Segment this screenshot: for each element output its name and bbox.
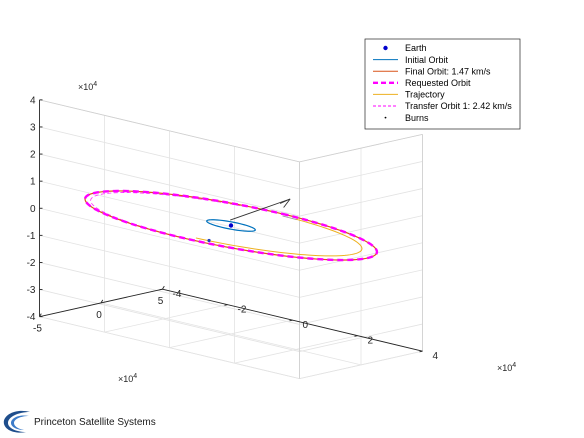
z-tick-label: 3 bbox=[30, 122, 36, 133]
y-tick bbox=[289, 319, 293, 322]
y-tick-label: -4 bbox=[173, 289, 182, 300]
x-tick bbox=[39, 313, 42, 317]
initial-orbit bbox=[206, 219, 256, 232]
legend-label: Earth bbox=[405, 43, 427, 53]
y-tick-label: 0 bbox=[303, 320, 309, 331]
legend-label: Trajectory bbox=[405, 90, 445, 100]
trajectory-tail bbox=[282, 215, 297, 221]
x-exponent-label: ×104 bbox=[118, 373, 137, 384]
z-tick-label: -4 bbox=[27, 312, 36, 323]
x-tick bbox=[162, 285, 165, 290]
legend-label: Requested Orbit bbox=[405, 78, 471, 88]
z-tick-label: 1 bbox=[30, 177, 36, 188]
grid-line bbox=[169, 319, 293, 349]
box-edge bbox=[299, 133, 423, 163]
x-tick-label: 0 bbox=[96, 310, 102, 321]
logo-text: Princeton Satellite Systems bbox=[34, 416, 156, 428]
earth-marker bbox=[228, 223, 234, 228]
y-tick bbox=[159, 288, 163, 291]
grid-line bbox=[234, 335, 358, 364]
trajectory bbox=[195, 218, 363, 257]
z-tick-label: 0 bbox=[30, 204, 36, 215]
burn-vector bbox=[230, 198, 291, 221]
z-tick-label: -2 bbox=[27, 258, 36, 269]
z-exponent-label: ×104 bbox=[78, 81, 97, 92]
x-tick-label: 5 bbox=[158, 296, 164, 307]
y-tick-label: -2 bbox=[238, 305, 247, 316]
z-tick-label: -1 bbox=[27, 231, 36, 242]
company-logo: Princeton Satellite Systems bbox=[2, 408, 192, 436]
axes-layer bbox=[39, 99, 423, 353]
grid-line bbox=[104, 304, 228, 333]
legend-label: Transfer Orbit 1: 2.42 km/s bbox=[405, 101, 512, 111]
x-tick bbox=[100, 299, 104, 304]
y-tick bbox=[419, 350, 423, 353]
x-tick-label: -5 bbox=[33, 324, 42, 335]
legend-label: Burns bbox=[405, 113, 429, 123]
grid-layer bbox=[39, 99, 423, 380]
legend-swatch bbox=[383, 45, 388, 51]
legend-label: Initial Orbit bbox=[405, 55, 449, 65]
z-tick-label: -3 bbox=[27, 285, 36, 296]
z-tick-label: 4 bbox=[30, 95, 36, 106]
box-edge bbox=[39, 99, 300, 163]
burn-marker bbox=[207, 238, 211, 243]
legend-swatch bbox=[384, 116, 387, 119]
y-exponent-label: ×104 bbox=[497, 362, 516, 373]
swoosh-logo-icon bbox=[3, 410, 30, 433]
data-layer bbox=[83, 189, 379, 262]
y-tick-label: 4 bbox=[433, 351, 439, 362]
y-tick bbox=[224, 304, 228, 306]
grid-line bbox=[299, 350, 423, 380]
burn-vector-head bbox=[279, 198, 291, 208]
tick-label-layer: -4 -3 -2 -1 0 1 2 3 4 -5 0 5 -4 -2 0 2 4 ×104 ×104 ×104 bbox=[27, 81, 517, 384]
y-tick bbox=[354, 335, 358, 337]
legend-label: Final Orbit: 1.47 km/s bbox=[405, 66, 491, 76]
y-tick-label: 2 bbox=[368, 336, 374, 347]
z-tick-label: 2 bbox=[30, 150, 36, 161]
requested-orbit bbox=[83, 189, 379, 262]
